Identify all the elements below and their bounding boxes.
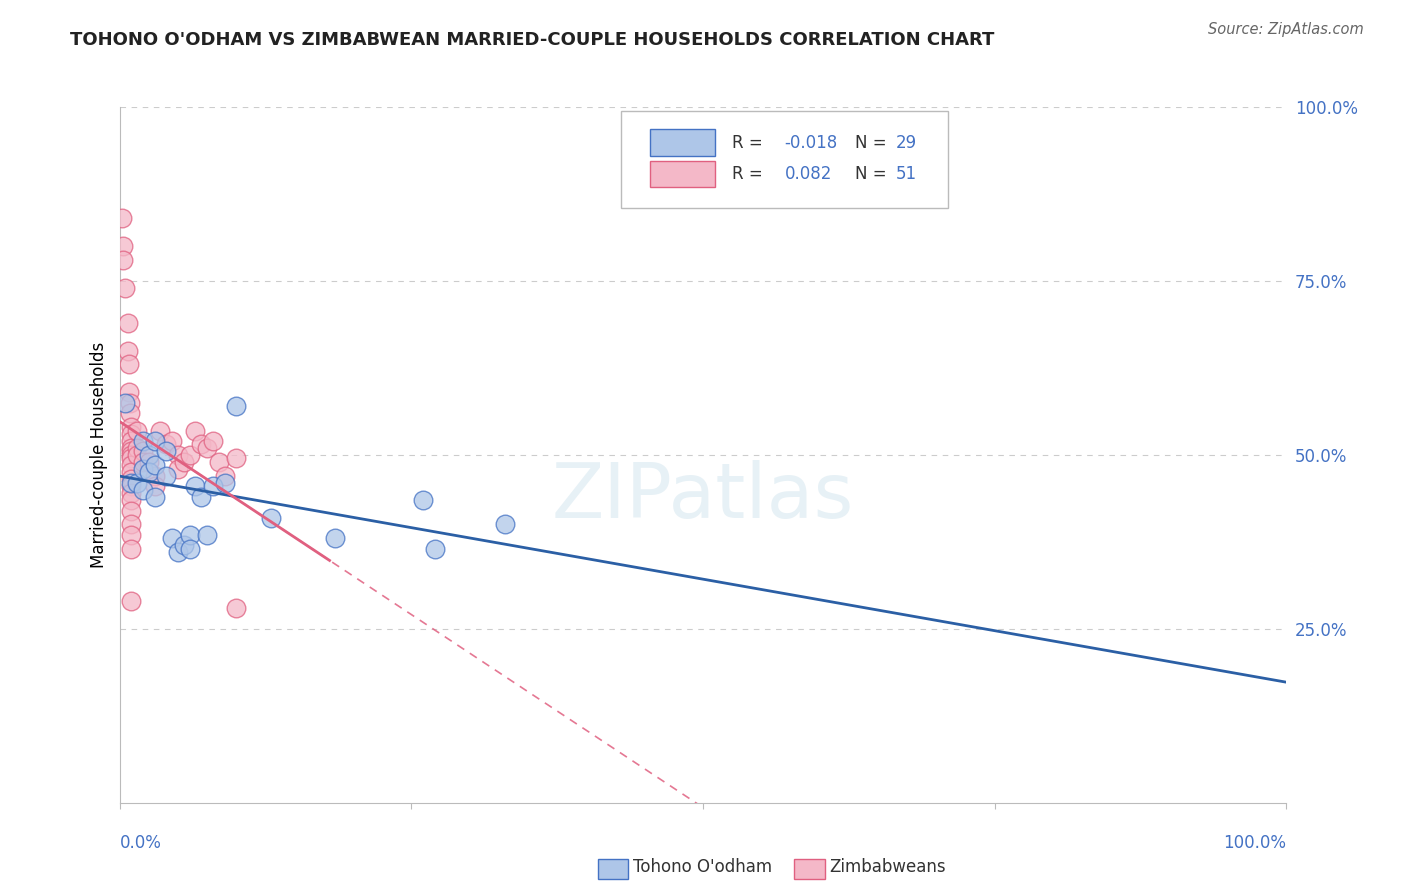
- Point: [132, 462, 155, 476]
- Point: [179, 528, 201, 542]
- Point: [143, 468, 166, 483]
- Point: [125, 448, 148, 462]
- Point: [120, 594, 142, 608]
- Point: [132, 444, 155, 458]
- Point: [125, 424, 148, 438]
- Point: [190, 437, 212, 451]
- Point: [155, 468, 177, 483]
- Point: [138, 455, 160, 469]
- Point: [166, 462, 188, 476]
- Text: Zimbabweans: Zimbabweans: [830, 858, 946, 876]
- Text: R =: R =: [733, 165, 768, 183]
- Text: N =: N =: [855, 165, 891, 183]
- Point: [120, 486, 142, 500]
- Point: [179, 448, 201, 462]
- Point: [143, 458, 166, 473]
- Text: Source: ZipAtlas.com: Source: ZipAtlas.com: [1208, 22, 1364, 37]
- Point: [155, 444, 177, 458]
- Point: [111, 239, 134, 253]
- Point: [190, 490, 212, 504]
- Point: [160, 434, 183, 448]
- Text: N =: N =: [855, 134, 891, 152]
- Point: [184, 424, 207, 438]
- Point: [125, 441, 148, 455]
- Point: [494, 517, 516, 532]
- Point: [225, 601, 247, 615]
- Point: [111, 211, 134, 226]
- FancyBboxPatch shape: [621, 111, 948, 208]
- Point: [138, 448, 160, 462]
- Text: 0.082: 0.082: [785, 165, 832, 183]
- Point: [120, 420, 142, 434]
- Point: [325, 532, 347, 546]
- Point: [120, 444, 142, 458]
- Point: [138, 466, 160, 480]
- Point: [118, 358, 141, 372]
- Text: 100.0%: 100.0%: [1223, 834, 1286, 852]
- Text: ZIPatlas: ZIPatlas: [551, 459, 855, 533]
- Point: [118, 396, 141, 410]
- Point: [160, 532, 183, 546]
- Point: [117, 316, 139, 330]
- Point: [114, 396, 136, 410]
- Point: [195, 528, 218, 542]
- Point: [120, 528, 142, 542]
- Point: [120, 541, 142, 556]
- Point: [118, 406, 141, 420]
- Point: [120, 441, 142, 455]
- Text: TOHONO O'ODHAM VS ZIMBABWEAN MARRIED-COUPLE HOUSEHOLDS CORRELATION CHART: TOHONO O'ODHAM VS ZIMBABWEAN MARRIED-COU…: [70, 31, 994, 49]
- Point: [184, 479, 207, 493]
- Point: [120, 434, 142, 448]
- Bar: [651, 129, 714, 156]
- Point: [166, 448, 188, 462]
- Text: 29: 29: [896, 134, 917, 152]
- Point: [173, 538, 195, 552]
- Point: [125, 475, 148, 490]
- Point: [132, 483, 155, 497]
- Point: [143, 479, 166, 493]
- Point: [120, 517, 142, 532]
- Point: [132, 455, 155, 469]
- Text: 51: 51: [896, 165, 917, 183]
- Point: [201, 434, 224, 448]
- Point: [120, 448, 142, 462]
- Point: [179, 541, 201, 556]
- Point: [201, 479, 224, 493]
- Point: [120, 472, 142, 486]
- Point: [412, 493, 434, 508]
- Point: [166, 545, 188, 559]
- Point: [225, 451, 247, 466]
- Point: [120, 451, 142, 466]
- Point: [143, 434, 166, 448]
- Point: [120, 475, 142, 490]
- Point: [173, 455, 195, 469]
- Point: [120, 493, 142, 508]
- Point: [214, 468, 236, 483]
- Point: [155, 437, 177, 451]
- Text: Tohono O'odham: Tohono O'odham: [633, 858, 772, 876]
- Text: 0.0%: 0.0%: [120, 834, 162, 852]
- Bar: [651, 161, 714, 187]
- Point: [120, 458, 142, 473]
- Y-axis label: Married-couple Households: Married-couple Households: [90, 342, 108, 568]
- Point: [120, 479, 142, 493]
- Point: [225, 399, 247, 413]
- Point: [423, 541, 446, 556]
- Point: [111, 253, 134, 268]
- Point: [214, 475, 236, 490]
- Text: R =: R =: [733, 134, 768, 152]
- Point: [260, 510, 283, 524]
- Point: [149, 424, 172, 438]
- Point: [195, 441, 218, 455]
- Point: [120, 503, 142, 517]
- Point: [143, 490, 166, 504]
- Point: [118, 385, 141, 400]
- Point: [132, 434, 155, 448]
- Point: [120, 427, 142, 442]
- Point: [120, 466, 142, 480]
- Point: [208, 455, 231, 469]
- Point: [114, 281, 136, 295]
- Text: -0.018: -0.018: [785, 134, 838, 152]
- Point: [117, 343, 139, 358]
